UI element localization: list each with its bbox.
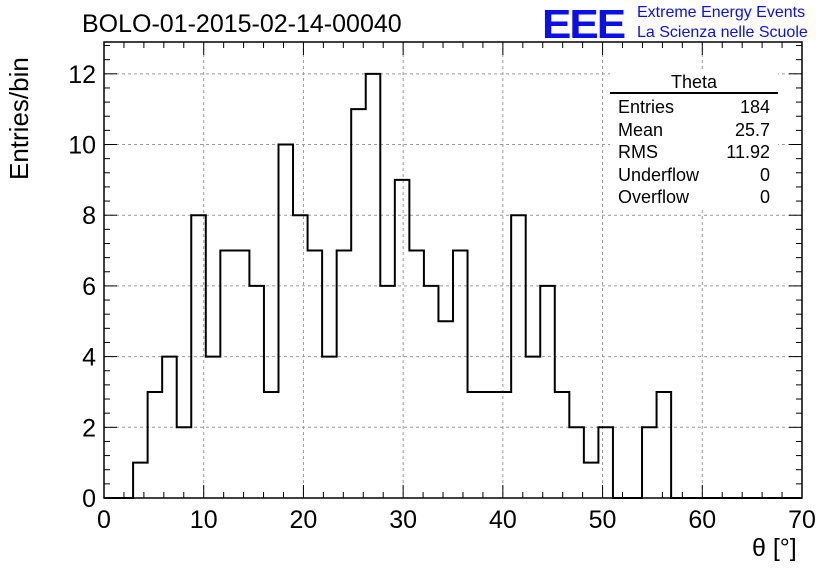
histogram-bin bbox=[453, 251, 468, 498]
histogram-bin bbox=[468, 392, 483, 498]
histogram-bin bbox=[409, 251, 424, 498]
chart-title: BOLO-01-2015-02-14-00040 bbox=[82, 10, 402, 38]
logo-line-2: La Scienza nelle Scuole bbox=[637, 24, 808, 41]
histogram-bin bbox=[555, 392, 570, 498]
stats-label: RMS bbox=[618, 142, 658, 162]
y-tick-label: 0 bbox=[82, 485, 96, 513]
x-tick-label: 50 bbox=[589, 506, 617, 534]
stats-row-underflow: Underflow 0 bbox=[610, 164, 778, 187]
stats-value: 0 bbox=[759, 164, 770, 185]
histogram-bin bbox=[177, 427, 192, 498]
histogram-bin bbox=[337, 251, 352, 498]
x-tick-label: 0 bbox=[97, 506, 111, 534]
histogram-bin bbox=[220, 251, 235, 498]
histogram-bin bbox=[584, 463, 599, 498]
y-tick-label: 2 bbox=[82, 414, 96, 442]
stats-value: 0 bbox=[759, 187, 770, 207]
histogram-bin bbox=[482, 392, 497, 498]
plot-frame bbox=[103, 41, 803, 499]
eee-logo: EEE bbox=[542, 2, 626, 48]
x-tick-label: 70 bbox=[788, 506, 816, 534]
stats-row-rms: RMS 11.92 bbox=[610, 141, 778, 164]
stats-row-mean: Mean 25.7 bbox=[610, 119, 778, 142]
y-tick-label: 6 bbox=[82, 273, 96, 301]
histogram-series bbox=[104, 72, 802, 499]
stats-value: 25.7 bbox=[734, 119, 770, 140]
histogram-bin bbox=[657, 392, 672, 498]
histogram-bin bbox=[642, 427, 657, 498]
histogram-bin bbox=[191, 215, 206, 498]
histogram-bin bbox=[438, 321, 453, 498]
stats-row-overflow: Overflow 0 bbox=[610, 186, 778, 209]
histogram-bin bbox=[366, 74, 381, 498]
stats-label: Overflow bbox=[618, 187, 690, 207]
histogram-bin bbox=[249, 286, 264, 498]
y-axis-label: Entries/bin bbox=[4, 57, 34, 180]
x-tick-label: 20 bbox=[290, 506, 318, 534]
stats-label: Mean bbox=[618, 119, 664, 140]
stats-label: Entries bbox=[618, 97, 675, 117]
histogram-bin bbox=[351, 109, 366, 498]
histogram-bin bbox=[293, 215, 308, 498]
y-tick-label: 10 bbox=[68, 132, 96, 160]
histogram-bin bbox=[133, 463, 148, 498]
stats-value: 11.92 bbox=[726, 142, 770, 162]
y-tick-label: 12 bbox=[68, 61, 96, 89]
stats-label: Underflow bbox=[618, 164, 700, 185]
histogram-bin bbox=[569, 427, 584, 498]
histogram-bin bbox=[511, 215, 526, 498]
stats-box: Theta Entries 184 Mean 25.7 RMS 11.92 Un… bbox=[610, 72, 778, 209]
histogram-bin bbox=[322, 357, 337, 498]
histogram-bin bbox=[206, 357, 221, 498]
x-tick-label: 10 bbox=[190, 506, 218, 534]
histogram-bin bbox=[540, 286, 555, 498]
y-tick-label: 8 bbox=[82, 202, 96, 230]
x-tick-label: 30 bbox=[389, 506, 417, 534]
histogram-bin bbox=[308, 251, 323, 498]
stats-value: 184 bbox=[739, 97, 770, 117]
histogram-bin bbox=[526, 357, 541, 498]
histogram-bin bbox=[395, 180, 410, 498]
logo-line-1: Extreme Energy Events bbox=[637, 4, 806, 21]
histogram-bin bbox=[598, 427, 613, 498]
x-tick-label: 40 bbox=[489, 506, 517, 534]
x-tick-label: 60 bbox=[688, 506, 716, 534]
stats-row-entries: Entries 184 bbox=[610, 96, 778, 119]
histogram-bin bbox=[380, 286, 395, 498]
histogram-bin bbox=[148, 392, 163, 498]
x-axis-label: θ [°] bbox=[752, 534, 797, 562]
histogram-bin bbox=[264, 392, 279, 498]
histogram-bin bbox=[235, 251, 250, 498]
histogram-bin bbox=[278, 145, 293, 498]
histogram-bin bbox=[497, 392, 512, 498]
y-tick-label: 4 bbox=[82, 344, 96, 372]
histogram-bin bbox=[162, 357, 177, 498]
stats-title: Theta bbox=[610, 72, 778, 94]
histogram-bin bbox=[424, 286, 439, 498]
